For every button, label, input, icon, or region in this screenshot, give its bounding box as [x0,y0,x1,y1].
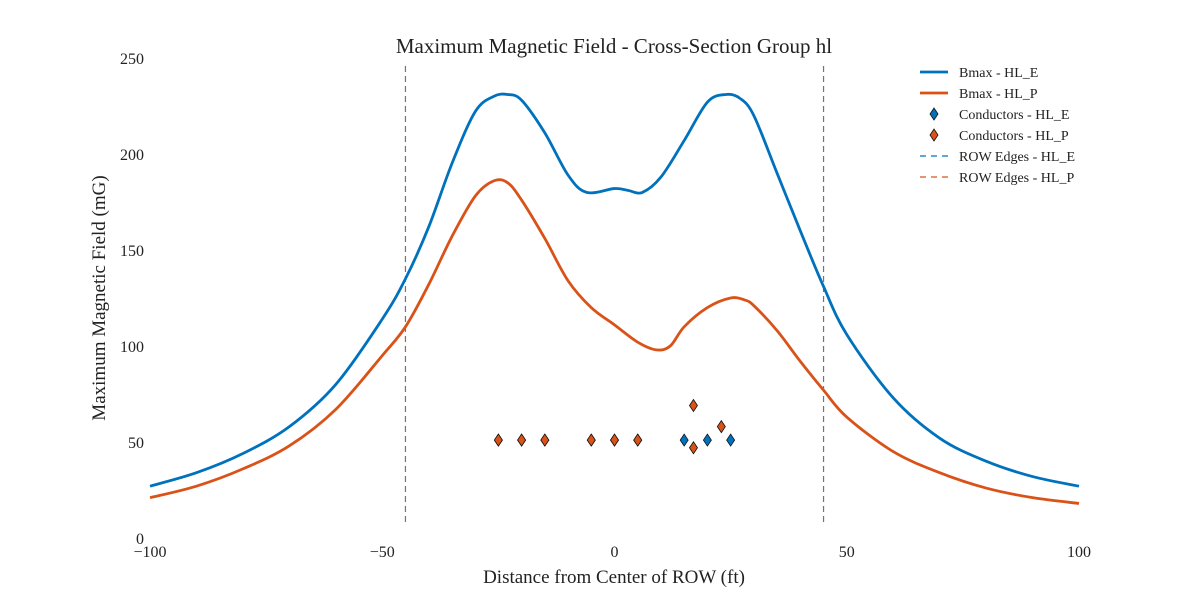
y-tick-label: 150 [120,243,144,260]
legend-label-row-edges-hl-e: ROW Edges - HL_E [959,150,1075,165]
bmax-hl-p-line [149,178,1080,505]
conductors-hl-p-marker [493,433,503,447]
chart-title: Maximum Magnetic Field - Cross-Section G… [396,34,832,58]
legend: Bmax - HL_E Bmax - HL_P Conductors - HL_E C… [920,66,1075,186]
x-tick-label: 0 [611,544,619,561]
conductors-hl-p-marker [517,433,527,447]
conductors-hl-e-marker [702,433,712,447]
x-axis-ticks: −100 −50 0 50 100 [133,544,1091,561]
y-tick-label: 50 [128,435,144,452]
conductors-hl-p-marker [688,441,698,455]
plot-area [149,66,1080,526]
legend-label-bmax-hl-p: Bmax - HL_P [959,87,1038,102]
conductors-hl-p-marker [586,433,596,447]
legend-swatch-conductors-hl-e [929,107,939,121]
y-tick-label: 0 [136,531,144,548]
conductors-hl-p-marker [610,433,619,447]
legend-label-row-edges-hl-p: ROW Edges - HL_P [959,171,1074,186]
y-tick-label: 100 [120,339,144,356]
y-tick-label: 200 [120,147,144,164]
conductors-hl-e-marker [679,433,689,447]
x-tick-label: 50 [839,544,855,561]
y-axis-ticks: 0 50 100 150 200 250 [120,51,144,548]
conductors-hl-p-marker [540,433,550,447]
x-tick-label: −100 [133,544,166,561]
conductors-hl-p-marker [633,433,643,447]
x-axis-label: Distance from Center of ROW (ft) [483,567,745,588]
y-axis-label: Maximum Magnetic Field (mG) [89,175,110,420]
conductors-hl-e-marker [726,433,736,447]
x-tick-label: 100 [1067,544,1091,561]
conductors-hl-p-marker [716,419,726,434]
legend-label-conductors-hl-p: Conductors - HL_P [959,129,1069,144]
bmax-hl-e-line [149,92,1080,488]
y-tick-label: 250 [120,51,144,68]
conductors-hl-p-marker [688,398,698,413]
legend-swatch-conductors-hl-p [929,128,939,142]
legend-label-conductors-hl-e: Conductors - HL_E [959,108,1069,123]
legend-label-bmax-hl-e: Bmax - HL_E [959,66,1038,81]
x-tick-label: −50 [370,544,395,561]
